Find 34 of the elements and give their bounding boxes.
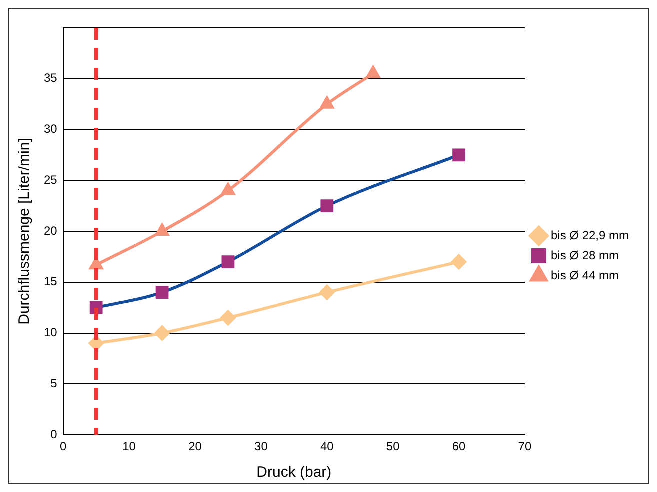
y-tick-label: 15	[44, 274, 58, 289]
y-tick-label: 35	[44, 71, 58, 86]
point	[222, 256, 235, 268]
x-tick-label: 10	[122, 439, 136, 454]
x-tick-label: 40	[320, 439, 334, 454]
point	[452, 148, 466, 162]
point	[154, 326, 170, 341]
point	[320, 285, 335, 300]
point	[320, 200, 334, 213]
x-tick-label: 70	[518, 439, 532, 454]
point	[222, 183, 235, 196]
legend-label: bis Ø 28 mm	[550, 248, 619, 262]
y-tick-label: 10	[44, 326, 58, 340]
y-tick-label: 25	[44, 172, 58, 187]
point	[366, 66, 380, 78]
y-axis-title: Durchflussmenge [Liter/min]	[16, 138, 34, 325]
x-tick-label: 20	[188, 439, 202, 454]
x-tick-label: 30	[254, 439, 268, 454]
legend-label: bis Ø 44 mm	[550, 268, 619, 282]
point	[156, 224, 169, 236]
point	[90, 258, 104, 270]
y-tick-label: 30	[44, 122, 58, 136]
x-tick-label: 60	[452, 439, 466, 454]
point	[452, 254, 467, 270]
x-tick-label: 50	[386, 439, 400, 454]
legend-label: bis Ø 22,9 mm	[550, 228, 630, 242]
y-tick-label: 0	[50, 427, 58, 442]
point	[156, 286, 169, 299]
y-tick-label: 5	[50, 376, 58, 390]
point	[220, 310, 236, 326]
x-tick-label: 0	[60, 439, 68, 454]
y-tick-label: 20	[44, 224, 58, 238]
x-axis-title: Druck (bar)	[256, 464, 332, 482]
point	[320, 96, 334, 109]
